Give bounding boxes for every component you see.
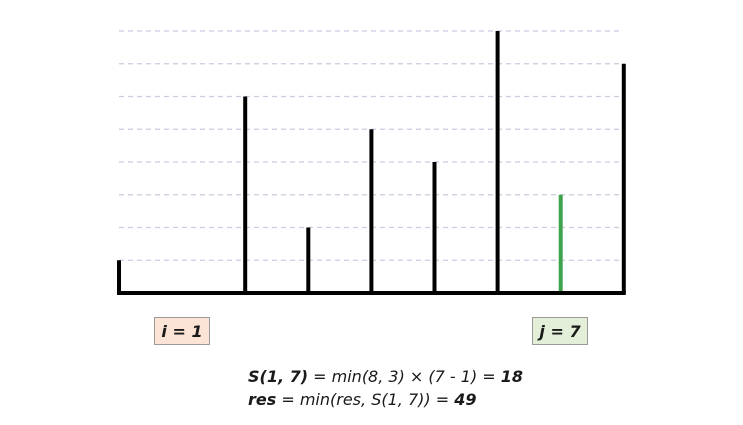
area-formula-expression: = min(8, 3) × (7 - 1) = xyxy=(308,367,501,386)
result-formula: res = min(res, S(1, 7)) = 49 xyxy=(248,390,476,409)
area-formula: S(1, 7) = min(8, 3) × (7 - 1) = 18 xyxy=(248,367,523,386)
result-formula-value: 49 xyxy=(454,390,477,409)
result-formula-lhs: res xyxy=(248,390,277,409)
left-pointer-label: i = 1 xyxy=(154,317,210,345)
area-formula-value: 18 xyxy=(500,367,524,386)
height-bars xyxy=(117,31,626,293)
area-formula-lhs: S(1, 7) xyxy=(248,367,309,386)
right-pointer-label: j = 7 xyxy=(532,317,588,345)
result-formula-expression: = min(res, S(1, 7)) = xyxy=(276,390,455,409)
